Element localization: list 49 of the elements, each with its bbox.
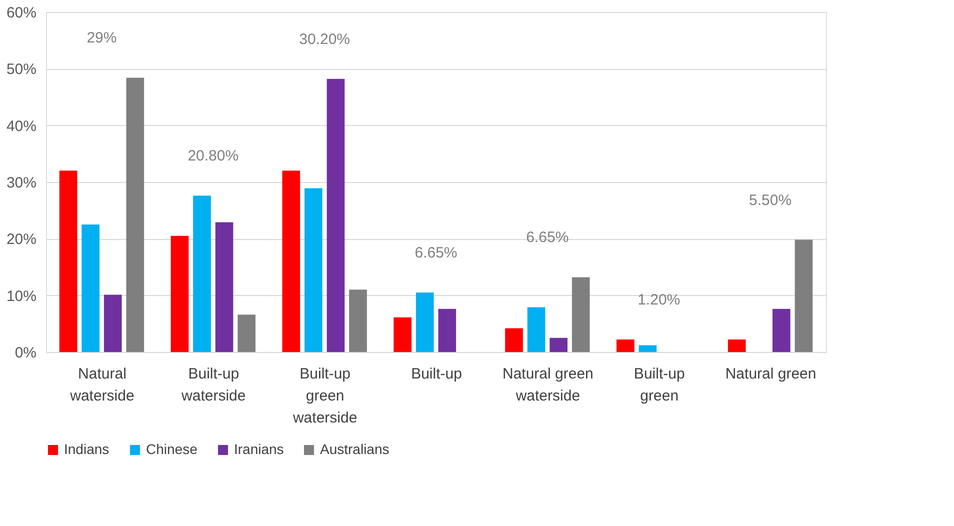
x-tick-label: Natural green [725, 366, 816, 382]
y-tick-label: 50% [6, 61, 36, 78]
legend-label: Indians [64, 441, 110, 457]
x-tick-label: Built-up green waterside [292, 366, 358, 426]
x-tick-label: Natural waterside [69, 366, 134, 404]
legend-label: Chinese [146, 441, 198, 457]
bar [59, 170, 78, 352]
annotation: 1.20% [638, 292, 680, 309]
x-tick-label: Natural green waterside [502, 366, 594, 404]
bar [438, 308, 456, 352]
annotation: 5.50% [749, 192, 792, 209]
bar [326, 78, 345, 352]
bar [349, 290, 367, 352]
bar [282, 170, 300, 352]
x-tick-label: Built-up green [634, 366, 685, 404]
bar [82, 224, 100, 352]
annotation: 30.20% [299, 30, 350, 48]
annotation: 29% [86, 30, 117, 47]
bar [550, 338, 568, 352]
annotation: 6.65% [526, 229, 569, 246]
bar [527, 307, 546, 352]
bar [638, 345, 657, 352]
x-tick-label: Built-up waterside [180, 366, 246, 404]
legend-label: Iranians [234, 441, 284, 457]
legend-label: Australians [320, 441, 390, 457]
bar [238, 314, 256, 352]
bar [170, 236, 189, 352]
bar [572, 277, 590, 352]
bar [416, 292, 434, 352]
x-tick-label: Built-up [411, 366, 462, 382]
y-tick-label: 40% [6, 118, 36, 135]
y-tick-label: 60% [6, 4, 36, 22]
annotation: 6.65% [414, 244, 458, 262]
bar [772, 308, 790, 352]
bar [104, 294, 122, 352]
bar [126, 78, 144, 352]
bar [728, 340, 746, 352]
bar [794, 240, 813, 352]
bar [215, 222, 234, 352]
bar [304, 188, 322, 352]
y-tick-label: 30% [6, 174, 36, 192]
annotation: 20.80% [188, 148, 239, 165]
y-tick-label: 0% [14, 344, 36, 362]
bar [193, 196, 211, 352]
bar [505, 328, 523, 352]
bar [394, 317, 412, 352]
y-tick-label: 10% [6, 288, 36, 305]
bar [616, 340, 634, 352]
y-tick-label: 20% [6, 231, 36, 248]
